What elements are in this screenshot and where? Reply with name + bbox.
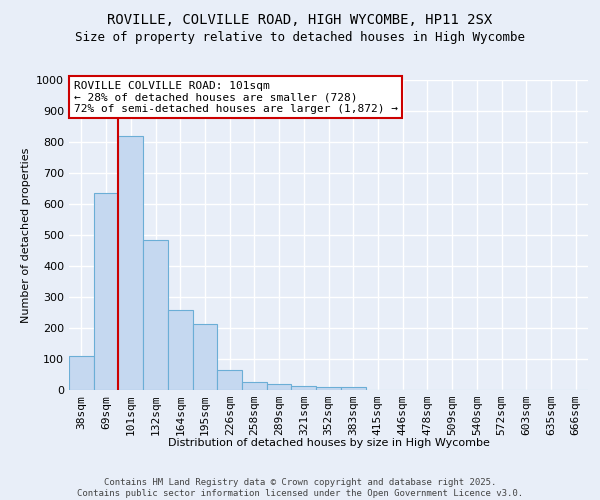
Bar xyxy=(118,136,143,390)
X-axis label: Distribution of detached houses by size in High Wycombe: Distribution of detached houses by size … xyxy=(167,438,490,448)
Text: Contains HM Land Registry data © Crown copyright and database right 2025.
Contai: Contains HM Land Registry data © Crown c… xyxy=(77,478,523,498)
Bar xyxy=(143,240,168,390)
Bar xyxy=(242,382,267,390)
Bar xyxy=(217,370,242,390)
Y-axis label: Number of detached properties: Number of detached properties xyxy=(20,148,31,322)
Text: ROVILLE, COLVILLE ROAD, HIGH WYCOMBE, HP11 2SX: ROVILLE, COLVILLE ROAD, HIGH WYCOMBE, HP… xyxy=(107,12,493,26)
Bar xyxy=(341,386,365,390)
Bar xyxy=(267,384,292,390)
Text: ROVILLE COLVILLE ROAD: 101sqm
← 28% of detached houses are smaller (728)
72% of : ROVILLE COLVILLE ROAD: 101sqm ← 28% of d… xyxy=(74,80,398,114)
Bar xyxy=(168,310,193,390)
Bar xyxy=(69,356,94,390)
Bar xyxy=(94,193,118,390)
Bar xyxy=(292,386,316,390)
Text: Size of property relative to detached houses in High Wycombe: Size of property relative to detached ho… xyxy=(75,32,525,44)
Bar xyxy=(193,324,217,390)
Bar xyxy=(316,386,341,390)
